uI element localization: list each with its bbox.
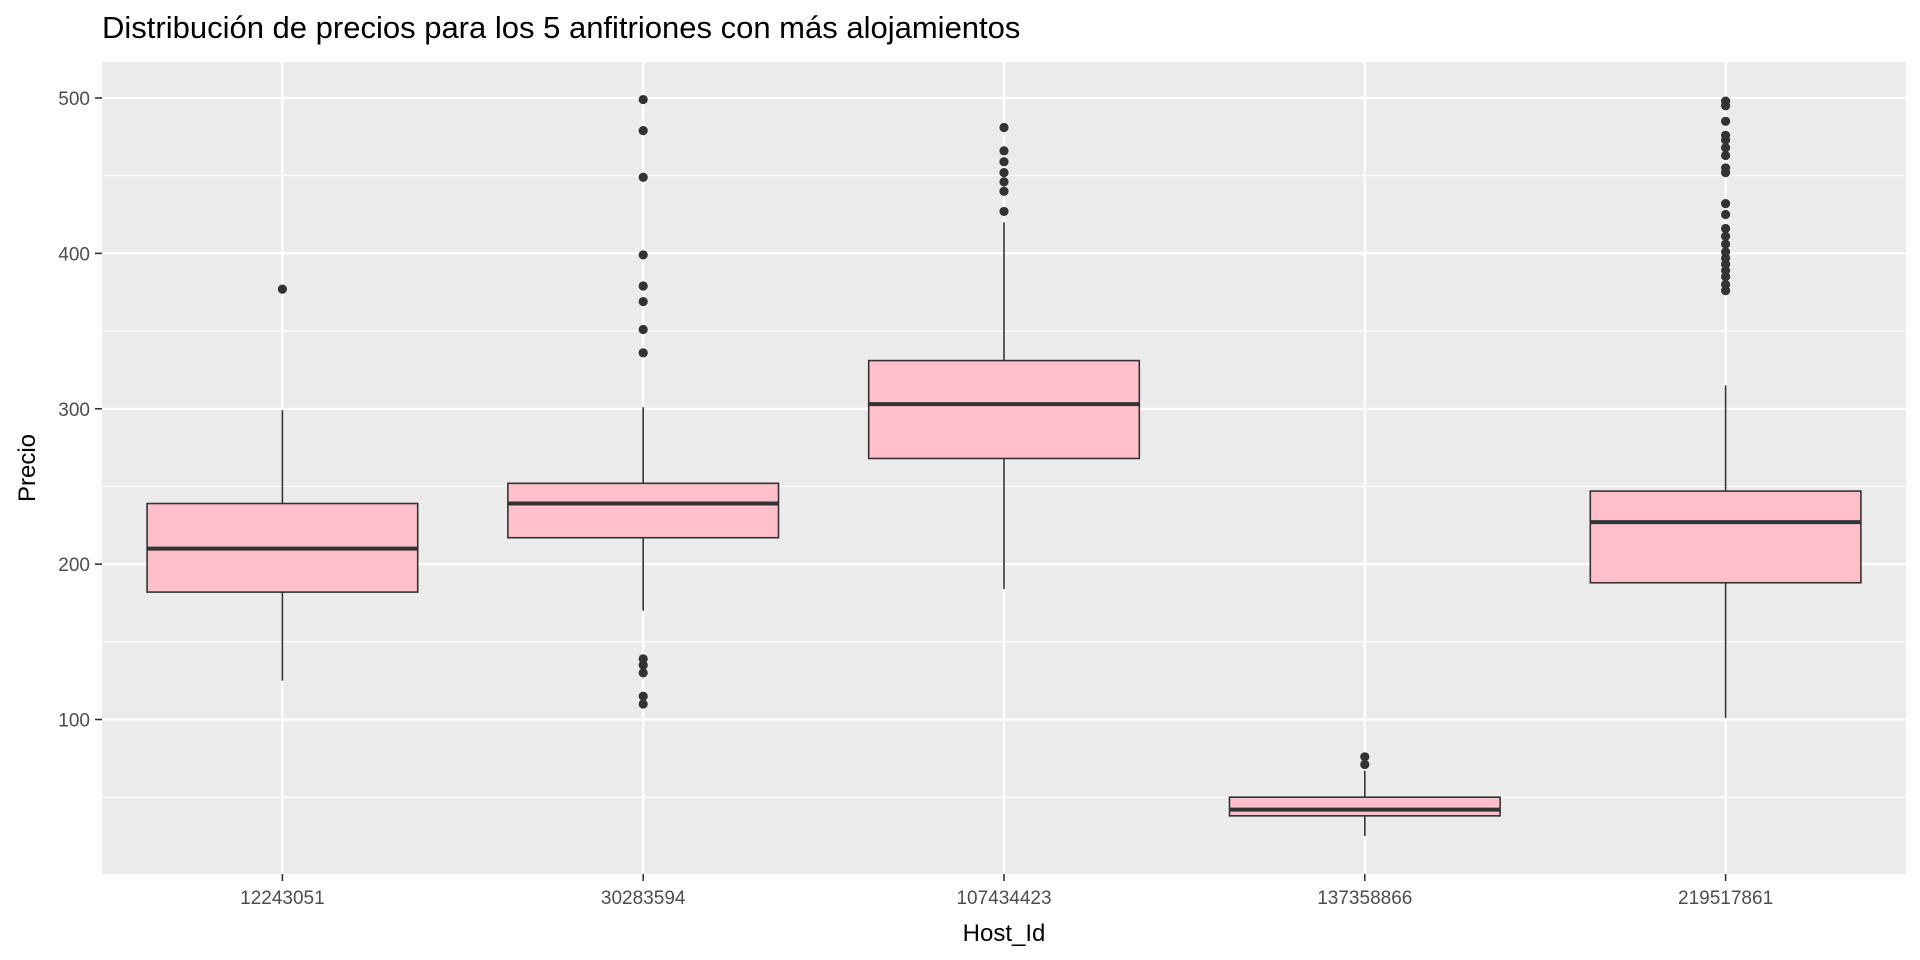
box-107434423 [867, 122, 1141, 589]
chart-title: Distribución de precios para los 5 anfit… [102, 10, 1021, 45]
box-iqr [867, 359, 1141, 460]
outlier-point [1721, 96, 1731, 106]
y-axis-title: Precio [14, 434, 41, 502]
outlier-point [999, 146, 1009, 156]
outlier-point [1721, 247, 1731, 257]
outlier-point [999, 167, 1009, 178]
x-tick-label: 219517861 [1678, 888, 1773, 909]
y-tick-label: 300 [58, 400, 90, 421]
outlier-point [1360, 759, 1370, 770]
outlier-point [1721, 209, 1731, 220]
x-axis-title: Host_Id [963, 920, 1046, 947]
box-iqr [507, 482, 780, 539]
outlier-point [1360, 752, 1370, 762]
y-tick-label: 400 [58, 244, 90, 265]
outlier-point [638, 668, 648, 678]
y-tick-label: 200 [58, 555, 90, 576]
outlier-point [1721, 163, 1731, 173]
outlier-point [1721, 143, 1731, 153]
outlier-point [638, 94, 648, 105]
outlier-point [1721, 239, 1731, 249]
box-12243051 [146, 284, 419, 681]
x-tick-label: 30283594 [601, 888, 686, 909]
box-iqr [1589, 490, 1862, 584]
outlier-point [638, 324, 648, 335]
box-219517861 [1589, 96, 1862, 718]
outlier-point [999, 157, 1009, 167]
outlier-point [277, 284, 287, 294]
outlier-point [999, 206, 1009, 217]
outlier-point [1721, 279, 1731, 290]
x-tick-label: 12243051 [240, 888, 325, 909]
outlier-point [638, 296, 648, 307]
outlier-point [638, 281, 648, 291]
y-tick-label: 100 [58, 711, 90, 732]
box-30283594 [507, 94, 780, 709]
y-tick-label: 500 [58, 89, 90, 110]
x-tick-label: 107434423 [956, 888, 1051, 909]
outlier-point [638, 691, 648, 701]
outlier-point [638, 348, 648, 358]
outlier-point [638, 250, 648, 260]
outlier-point [1721, 150, 1731, 161]
box-137358866 [1228, 752, 1501, 837]
outlier-point [999, 122, 1009, 133]
outlier-point [1721, 223, 1731, 234]
outlier-point [638, 699, 648, 709]
box-iqr [1228, 796, 1501, 817]
outlier-point [638, 172, 648, 182]
outlier-point [1721, 199, 1731, 209]
outlier-point [999, 177, 1009, 187]
outlier-point [1721, 116, 1731, 126]
outlier-point [1721, 231, 1731, 241]
outlier-point [1721, 130, 1731, 140]
outlier-point [999, 186, 1009, 196]
outlier-point [638, 126, 648, 136]
x-tick-label: 137358866 [1317, 888, 1412, 909]
outlier-point [638, 654, 648, 664]
